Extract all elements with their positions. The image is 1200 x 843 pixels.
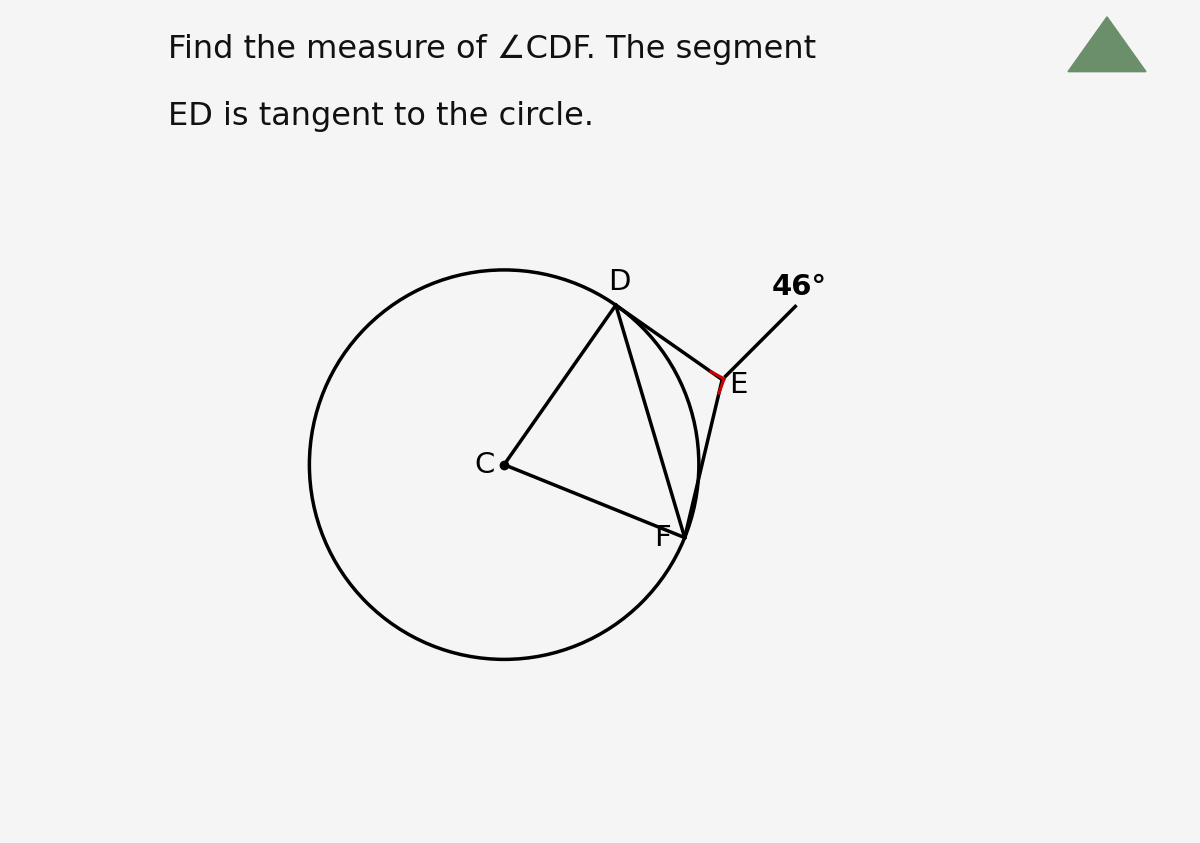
Text: E: E [730,372,748,400]
Text: F: F [654,524,671,551]
Text: 46°: 46° [772,273,827,301]
Text: Find the measure of ∠CDF. The segment: Find the measure of ∠CDF. The segment [168,34,816,65]
Polygon shape [1068,17,1146,72]
Text: C: C [474,451,494,479]
Text: ED is tangent to the circle.: ED is tangent to the circle. [168,101,594,132]
Text: D: D [608,268,631,296]
